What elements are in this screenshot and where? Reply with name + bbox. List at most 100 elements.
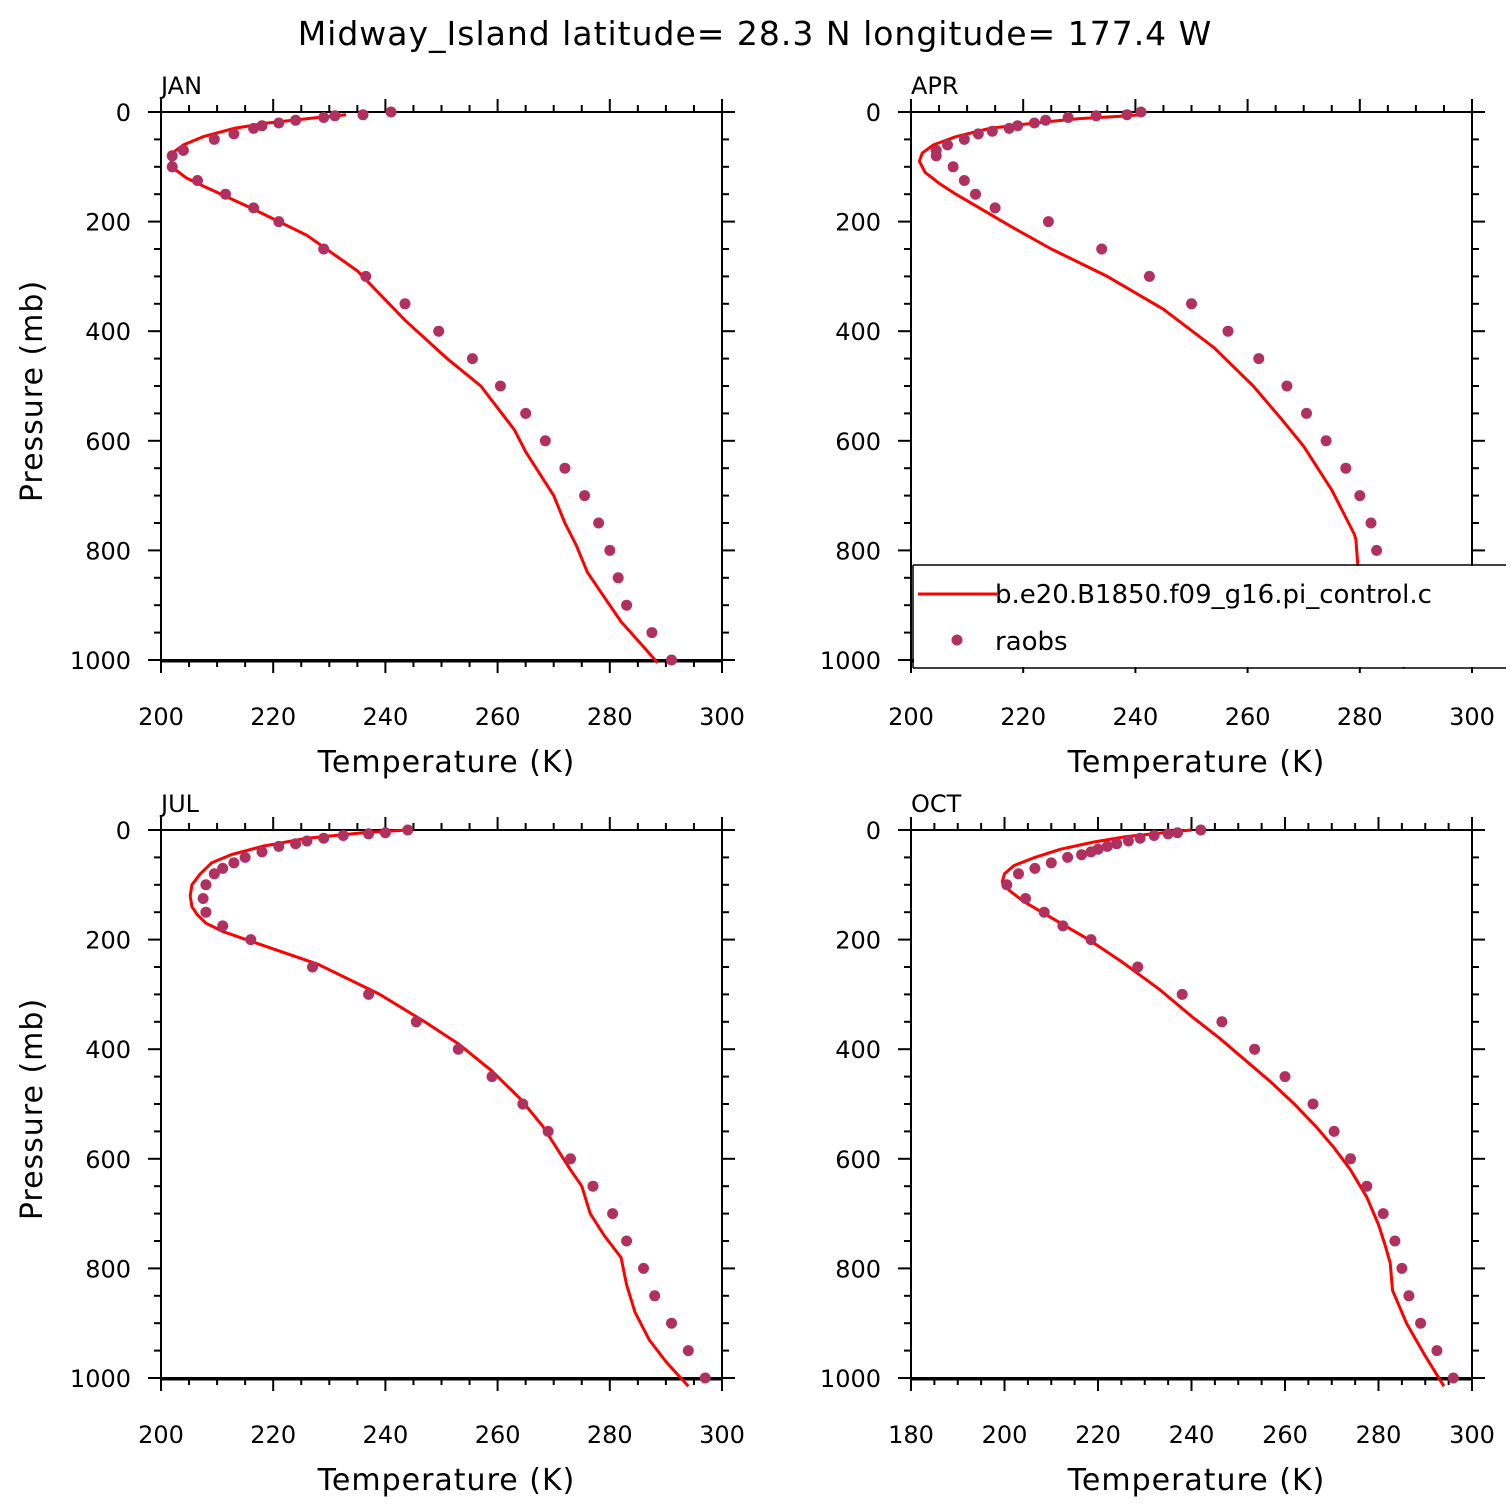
legend-label-raobs: raobs (995, 627, 1068, 657)
y-tick-label: 0 (866, 817, 881, 845)
raobs-point (1135, 106, 1147, 118)
raobs-point (273, 216, 285, 228)
raobs-point (1328, 1125, 1340, 1137)
raobs-point (360, 270, 372, 282)
x-axis-label: Temperature (K) (317, 745, 576, 780)
raobs-point (363, 828, 375, 840)
raobs-point (539, 435, 551, 447)
x-tick-label: 300 (1449, 703, 1495, 731)
raobs-point (1253, 353, 1265, 365)
raobs-point (1121, 109, 1133, 121)
raobs-point (1090, 110, 1102, 122)
raobs-point (1281, 380, 1293, 392)
raobs-point (1085, 934, 1097, 946)
raobs-point (1396, 1262, 1408, 1274)
raobs-point (1447, 1372, 1459, 1384)
x-tick-label: 240 (362, 703, 408, 731)
x-tick-label: 240 (1112, 703, 1158, 731)
x-tick-label: 280 (1337, 703, 1383, 731)
y-tick-label: 200 (835, 209, 881, 237)
raobs-point (385, 106, 397, 118)
raobs-point (239, 851, 251, 863)
raobs-point (1186, 298, 1197, 310)
x-tick-label: 200 (138, 703, 184, 731)
raobs-point (942, 139, 953, 151)
raobs-point (666, 1317, 677, 1329)
x-axis-label: Temperature (K) (1067, 1463, 1326, 1498)
raobs-point (947, 161, 959, 173)
figure-title: Midway_Island latitude= 28.3 N longitude… (298, 14, 1213, 53)
raobs-point (1148, 830, 1160, 841)
raobs-point (1320, 435, 1332, 447)
raobs-point (666, 654, 677, 666)
raobs-point (197, 893, 209, 904)
raobs-point (192, 175, 203, 186)
raobs-point (958, 133, 970, 145)
raobs-point (1143, 270, 1155, 282)
panel-title: OCT (911, 790, 962, 818)
y-tick-label: 800 (835, 537, 881, 565)
raobs-point (318, 832, 330, 844)
raobs-point (452, 1043, 464, 1055)
raobs-point (166, 161, 178, 173)
raobs-point (517, 1098, 529, 1110)
raobs-point (402, 824, 414, 836)
raobs-point (970, 188, 981, 200)
raobs-point (1013, 868, 1024, 880)
raobs-point (593, 517, 605, 529)
raobs-point (228, 128, 240, 140)
y-tick-label: 0 (116, 817, 131, 845)
panel-title: APR (911, 72, 959, 100)
x-tick-label: 280 (587, 1421, 633, 1449)
raobs-point (1172, 827, 1183, 839)
x-tick-label: 280 (1356, 1421, 1402, 1449)
raobs-point (1012, 120, 1024, 132)
raobs-point (1345, 1153, 1356, 1165)
raobs-point (1403, 1290, 1415, 1302)
raobs-point (1003, 122, 1015, 134)
x-tick-label: 200 (138, 1421, 184, 1449)
raobs-point (379, 827, 391, 839)
raobs-point (1354, 490, 1366, 502)
raobs-point (520, 407, 532, 419)
x-tick-label: 220 (1000, 703, 1046, 731)
raobs-point (1085, 846, 1097, 858)
panel-title: JUL (159, 790, 200, 818)
x-axis-label: Temperature (K) (317, 1463, 576, 1498)
raobs-point (217, 920, 229, 932)
y-tick-label: 400 (835, 1036, 881, 1064)
raobs-point (466, 353, 478, 365)
y-tick-label: 800 (85, 537, 131, 565)
raobs-point (363, 988, 375, 1000)
raobs-point (357, 109, 369, 121)
raobs-point (989, 202, 1001, 214)
panel-jul: JUL 200 220 240 260 280 300 0 200 400 600 800 1000 Te… (15, 790, 745, 1498)
raobs-point (1361, 1180, 1373, 1192)
x-tick-label: 180 (888, 1421, 934, 1449)
raobs-point (1176, 988, 1188, 1000)
raobs-point (1371, 544, 1383, 556)
y-tick-label: 200 (835, 927, 881, 955)
raobs-point (290, 838, 302, 850)
raobs-point (410, 1016, 422, 1028)
raobs-point (958, 175, 970, 186)
raobs-point (638, 1262, 649, 1274)
x-tick-label: 260 (475, 1421, 521, 1449)
panels: JAN 200 220 240 260 280 300 0 200 400 600 800 1000 Te… (15, 72, 1506, 1498)
x-tick-label: 260 (1262, 1421, 1308, 1449)
y-tick-label: 200 (85, 209, 131, 237)
raobs-point (1195, 824, 1207, 836)
raobs-point (200, 906, 212, 918)
raobs-point (1122, 835, 1134, 847)
raobs-point (318, 112, 330, 123)
raobs-point (565, 1153, 576, 1165)
raobs-point (1389, 1235, 1401, 1247)
panel-oct: OCT 180 200 220 240 260 280 300 0 200 400 600 800 100… (820, 790, 1495, 1498)
raobs-point (604, 544, 616, 556)
y-tick-label: 400 (85, 318, 131, 346)
x-tick-label: 240 (362, 1421, 408, 1449)
raobs-point (307, 961, 318, 973)
raobs-point (273, 117, 285, 129)
raobs-point (1029, 862, 1041, 874)
raobs-point (579, 490, 591, 502)
